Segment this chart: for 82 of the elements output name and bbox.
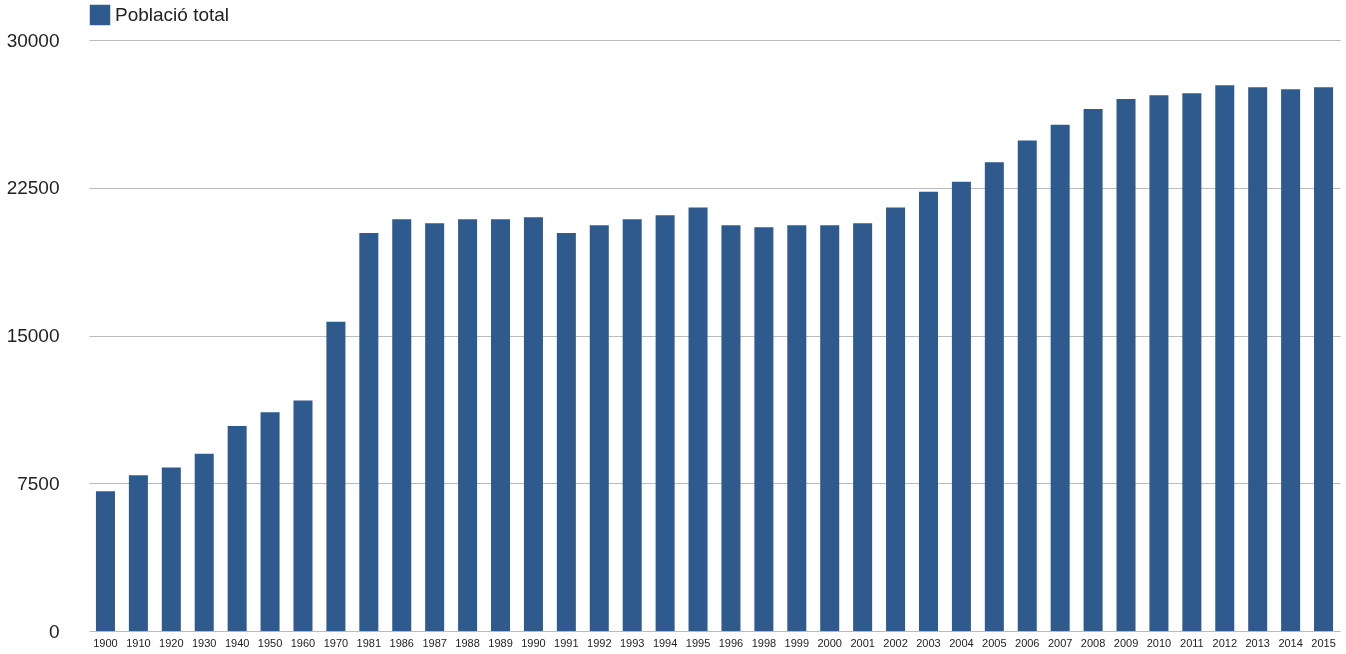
y-tick-label: 22500 [6, 177, 60, 199]
bar [491, 219, 511, 631]
bar [425, 223, 445, 631]
bar [227, 426, 247, 631]
bar [1083, 108, 1103, 631]
bar [359, 233, 379, 631]
bar [293, 400, 313, 631]
x-tick-label: 2008 [1080, 636, 1106, 649]
x-tick-label: 2012 [1212, 636, 1238, 649]
bar [1281, 89, 1301, 631]
bar [1215, 85, 1235, 631]
bar [589, 225, 609, 631]
x-tick-label: 1994 [652, 636, 678, 649]
bar [1182, 93, 1202, 631]
bar [128, 475, 148, 631]
x-tick-label: 1991 [554, 636, 579, 649]
x-tick-label: 2013 [1245, 636, 1270, 649]
bar [984, 162, 1004, 631]
x-tick-label: 2006 [1015, 636, 1040, 649]
x-tick-label: 2005 [982, 636, 1007, 649]
bar [721, 225, 741, 631]
bar [1248, 87, 1268, 631]
x-tick-label: 1940 [224, 636, 250, 649]
x-tick-label: 2015 [1311, 636, 1336, 649]
bar [1017, 140, 1037, 631]
x-tick-label: 1998 [751, 636, 777, 649]
x-tick-label: 1930 [191, 636, 217, 649]
bar [951, 181, 971, 631]
x-tick-label: 1970 [323, 636, 349, 649]
x-tick-label: 2002 [883, 636, 908, 649]
x-tick-label: 1988 [455, 636, 480, 649]
bar [886, 207, 906, 631]
bar [1050, 124, 1070, 631]
y-tick-label: 30000 [6, 29, 60, 51]
x-tick-label: 1910 [126, 636, 151, 649]
x-tick-label: 2000 [817, 636, 842, 649]
x-tick-label: 1960 [290, 636, 316, 649]
x-tick-label: 1987 [422, 636, 447, 649]
x-tick-label: 2011 [1180, 636, 1204, 649]
x-tick-label: 1996 [718, 636, 744, 649]
x-tick-label: 1950 [257, 636, 283, 649]
x-tick-label: 2003 [916, 636, 941, 649]
bar [260, 412, 280, 631]
x-tick-label: 2009 [1113, 636, 1139, 649]
x-tick-label: 1995 [685, 636, 711, 649]
x-tick-label: 1999 [784, 636, 810, 649]
bar [458, 219, 478, 631]
x-tick-label: 2010 [1146, 636, 1172, 649]
x-tick-label: 1990 [521, 636, 546, 649]
y-tick-label: 0 [48, 620, 60, 642]
bar [655, 215, 675, 631]
bar [820, 225, 840, 631]
y-tick-label: 7500 [17, 472, 60, 494]
x-tick-label: 1920 [159, 636, 184, 649]
x-tick-label: 2001 [850, 636, 875, 649]
x-tick-label: 1981 [356, 636, 382, 649]
bar [523, 217, 543, 631]
x-tick-label: 2007 [1047, 636, 1073, 649]
bar [853, 223, 873, 631]
y-tick-label: 15000 [6, 325, 60, 346]
legend-label: Població total [115, 4, 230, 25]
x-tick-label: 1993 [619, 636, 645, 649]
bar [95, 491, 115, 631]
bar [1116, 99, 1136, 631]
bar [1149, 95, 1169, 631]
bar [392, 219, 412, 631]
x-tick-label: 1986 [389, 636, 414, 649]
bar [918, 191, 938, 631]
x-tick-label: 2004 [949, 636, 974, 649]
bar [754, 227, 774, 631]
x-tick-label: 1900 [93, 636, 118, 649]
bar [326, 321, 346, 631]
bar [1314, 87, 1334, 631]
bar [161, 467, 181, 631]
bar [556, 233, 576, 631]
bar [688, 207, 708, 631]
x-tick-label: 1989 [488, 636, 513, 649]
x-tick-label: 2014 [1278, 636, 1303, 649]
bar [787, 225, 807, 631]
bar [622, 219, 642, 631]
bar [194, 453, 214, 631]
x-tick-label: 1992 [587, 636, 612, 649]
